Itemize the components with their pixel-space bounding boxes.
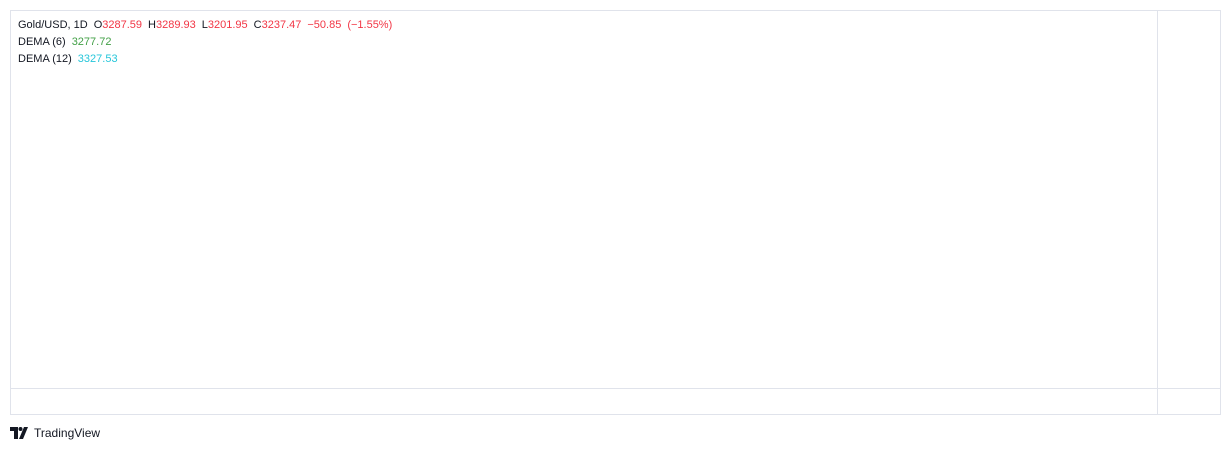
indicator-row: DEMA (12) 3327.53 — [18, 51, 392, 68]
ohlc-label: O — [93, 19, 103, 31]
legend-name: DEMA (12) — [18, 53, 72, 65]
brand: TradingView — [10, 426, 100, 440]
legend-value: 3327.53 — [77, 53, 118, 65]
ohlc-label: C — [253, 19, 262, 31]
symbol-title: Gold/USD, 1D — [18, 19, 88, 31]
indicator-row: DEMA (6) 3277.72 — [18, 34, 392, 51]
change-percent: (−1.55%) — [347, 19, 393, 31]
ohlc-label: H — [148, 19, 156, 31]
legend-name: DEMA (6) — [18, 36, 66, 48]
brand-logo — [10, 427, 28, 439]
legend-value: 3277.72 — [71, 36, 112, 48]
ohlc-row: Gold/USD, 1D O3287.59 H3289.93 L3201.95 C323… — [18, 17, 392, 34]
ohlc-value: 3237.47 — [261, 19, 302, 31]
legend: Gold/USD, 1D O3287.59 H3289.93 L3201.95 C323… — [18, 17, 392, 68]
ohlc-label: L — [201, 19, 208, 31]
ohlc-value: 3201.95 — [207, 19, 248, 31]
change: −50.85 — [307, 19, 342, 31]
brand-name: TradingView — [34, 426, 101, 440]
ohlc-value: 3289.93 — [155, 19, 196, 31]
chart-frame — [10, 10, 1221, 415]
ohlc-value: 3287.59 — [102, 19, 143, 31]
